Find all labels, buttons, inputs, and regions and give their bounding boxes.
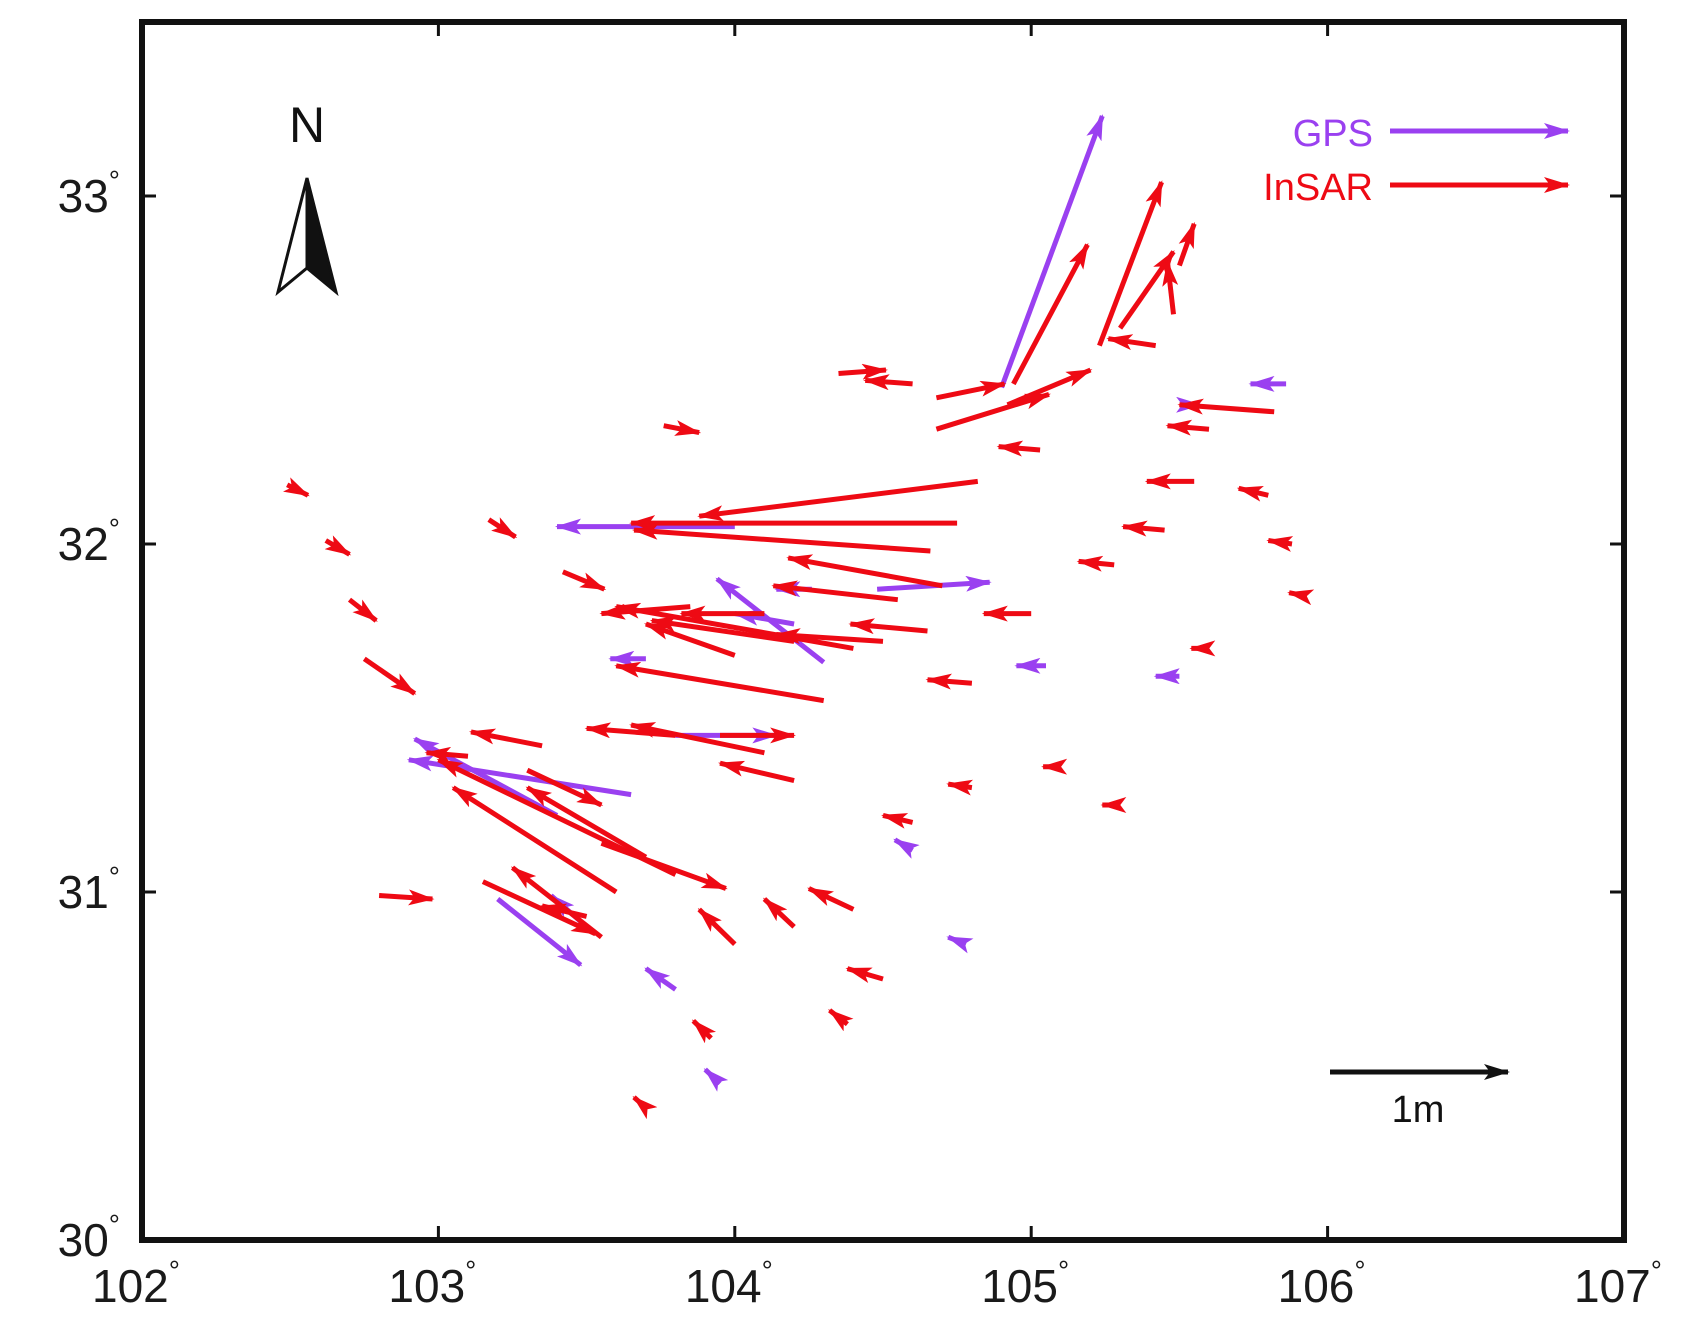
- insar-vector-43: [362, 656, 417, 696]
- north-arrow: N: [275, 97, 339, 297]
- insar-vector-64: [1266, 536, 1294, 552]
- insar-vector-48: [561, 569, 607, 592]
- insar-vector-55: [762, 897, 796, 929]
- insar-vector-41: [540, 903, 588, 920]
- insar-vector-47: [487, 517, 518, 540]
- insar-vector-63: [1236, 485, 1269, 502]
- insar-vector-19: [786, 554, 943, 589]
- insar-vector-32: [469, 728, 543, 749]
- insar-vector-58: [946, 779, 974, 796]
- legend-insar-label: InSAR: [1263, 167, 1373, 209]
- gps-vector-18: [946, 934, 974, 954]
- y-tick-label: 32°: [58, 513, 120, 570]
- insar-vector-45: [324, 535, 352, 557]
- insar-vector-27: [848, 618, 928, 635]
- insar-vector-34: [526, 767, 604, 808]
- insar-vector-44: [347, 597, 378, 623]
- gps-vector-20: [703, 1067, 729, 1092]
- insar-vector-65: [1287, 589, 1315, 606]
- insar-vector-42: [378, 889, 435, 906]
- insar-vector-53: [881, 812, 914, 829]
- insar-vector-49: [663, 420, 702, 436]
- insar-vector-13: [1165, 419, 1210, 436]
- x-tick-label: 106°: [1278, 1255, 1366, 1312]
- insar-vector-57: [845, 966, 884, 984]
- insar-vector-46: [282, 477, 310, 498]
- insar-vector-37: [525, 785, 648, 860]
- insar-vector-36: [451, 785, 618, 895]
- scale-bar-label: 1m: [1392, 1089, 1445, 1131]
- insar-vector-25: [644, 621, 736, 658]
- insar-vector-26: [614, 661, 825, 704]
- y-tick-label: 31°: [58, 861, 120, 918]
- insar-vector-2: [1097, 180, 1164, 347]
- insar-vector-23: [649, 616, 795, 644]
- insar-vector-62: [1076, 555, 1115, 572]
- insar-vector-9: [935, 380, 1007, 401]
- gps-vector-17: [893, 837, 920, 859]
- legend-gps-label: GPS: [1293, 113, 1373, 155]
- insar-vector-39: [481, 879, 598, 937]
- insar-vector-11: [863, 374, 913, 391]
- insar-vector-16: [697, 478, 979, 522]
- insar-vector-40: [510, 865, 603, 940]
- insar-vector-5: [1177, 221, 1197, 267]
- x-tick-label: 105°: [981, 1255, 1069, 1312]
- legend: GPS InSAR: [1263, 113, 1570, 209]
- x-tick-label: 104°: [685, 1255, 773, 1312]
- insar-vector-20: [771, 580, 899, 603]
- gps-vector-1: [999, 114, 1105, 389]
- insar-vector-7: [1006, 367, 1093, 408]
- map-frame: [139, 19, 1627, 1243]
- gps-vector-14: [496, 897, 583, 968]
- insar-vector-38: [600, 840, 728, 891]
- insar-vector-67: [691, 1019, 717, 1044]
- x-axis: 102° 103° 104° 105° 106° 107°: [92, 22, 1662, 1312]
- y-tick-label: 30°: [58, 1209, 120, 1266]
- insar-vector-56: [697, 907, 737, 946]
- insar-vector-15: [1121, 520, 1165, 537]
- insar-vector-1: [1011, 242, 1090, 386]
- x-tick-label: 102°: [92, 1255, 180, 1312]
- north-arrow-right-half: [305, 177, 339, 297]
- insar-vector-12: [1177, 398, 1275, 415]
- insar-vector-8: [935, 392, 1051, 432]
- insar-vector-33: [424, 746, 469, 763]
- insar-vector-4: [1162, 260, 1179, 315]
- insar-vector-24: [614, 602, 854, 651]
- insar-vector-54: [807, 886, 855, 912]
- gps-vector-16: [644, 966, 677, 992]
- insar-vector-30: [629, 722, 765, 756]
- insar-vectors-layer: [282, 180, 1315, 1120]
- insar-vector-68: [632, 1095, 658, 1120]
- scale-bar: 1m: [1330, 1064, 1510, 1131]
- insar-vector-51: [925, 673, 973, 690]
- insar-vector-69: [828, 1008, 854, 1032]
- x-tick-label: 107°: [1574, 1255, 1662, 1312]
- insar-vector-6: [1106, 334, 1157, 351]
- insar-vector-18: [632, 523, 931, 554]
- north-label: N: [289, 97, 325, 153]
- insar-vector-31: [718, 760, 795, 784]
- insar-vector-66: [996, 440, 1041, 457]
- x-tick-label: 103°: [388, 1255, 476, 1312]
- insar-vector-10: [838, 363, 888, 380]
- y-tick-label: 33°: [58, 165, 120, 222]
